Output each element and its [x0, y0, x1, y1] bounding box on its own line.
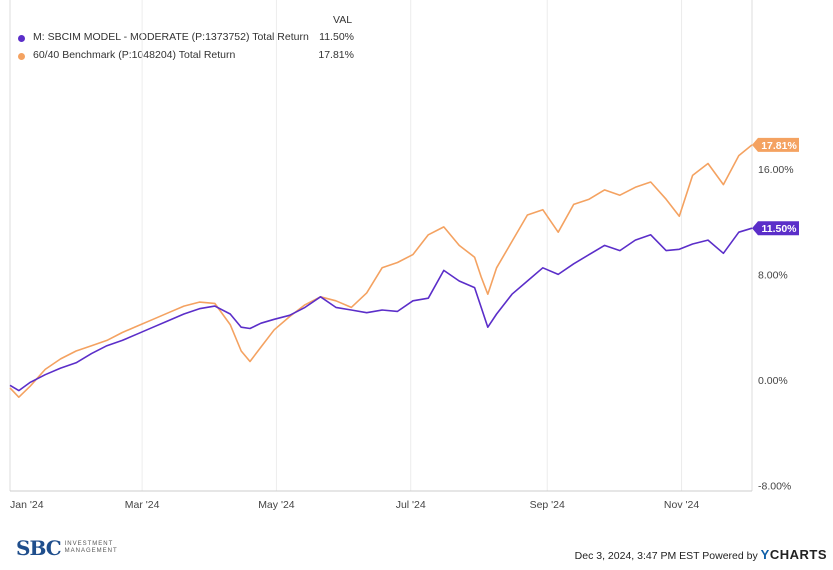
legend-item-value: 11.50% [319, 31, 354, 43]
x-tick-label: Mar '24 [125, 499, 160, 511]
x-tick-label: Sep '24 [530, 499, 565, 511]
legend-item-value: 17.81% [318, 49, 354, 61]
end-value-label: 11.50% [761, 223, 797, 235]
legend-item-model[interactable]: M: SBCIM MODEL - MODERATE (P:1373752) To… [18, 31, 378, 47]
x-tick-label: Nov '24 [664, 499, 699, 511]
legend-item-name: 60/40 Benchmark (P:1048204) Total Return [33, 49, 236, 61]
end-value-tag [752, 221, 799, 236]
footer-credit: Dec 3, 2024, 3:47 PM EST Powered by YCHA… [575, 547, 827, 562]
x-tick-label: Jan '24 [10, 499, 44, 511]
logo-text-line-2: MANAGEMENT [64, 548, 118, 554]
y-tick-label: 16.00% [758, 164, 794, 176]
ycharts-logo-rest: CHARTS [769, 547, 827, 562]
y-tick-label: -8.00% [758, 481, 791, 493]
footer-timestamp: Dec 3, 2024, 3:47 PM EST Powered by [574, 550, 758, 562]
ycharts-logo-y: Y [760, 547, 770, 562]
legend-dot-icon [18, 35, 25, 42]
logo-mark-b: C [45, 536, 62, 560]
sbc-logo: SBC INVESTMENT MANAGEMENT [16, 536, 118, 560]
ycharts-logo[interactable]: YCHARTS [761, 547, 827, 562]
logo-text-line-1: INVESTMENT [64, 541, 114, 547]
logo-text: INVESTMENT MANAGEMENT [65, 541, 118, 555]
x-tick-label: May '24 [258, 499, 295, 511]
y-tick-label: 0.00% [758, 375, 788, 387]
line-chart: Jan '24 Mar '24 May '24 Jul '24 Sep '24 Nov '… [9, 0, 799, 511]
logo-mark-a: SB [16, 536, 47, 560]
logo-mark: SBC [16, 536, 62, 560]
y-tick-label: 8.00% [758, 269, 788, 281]
end-value-label: 17.81% [761, 140, 797, 152]
series-line-0 [9, 227, 753, 392]
legend-item-name: M: SBCIM MODEL - MODERATE (P:1373752) To… [33, 31, 309, 43]
legend-dot-icon [18, 53, 25, 60]
end-value-tag [752, 137, 799, 152]
series-line-1 [9, 144, 753, 399]
legend-item-benchmark[interactable]: 60/40 Benchmark (P:1048204) Total Return… [18, 49, 378, 65]
x-tick-label: Jul '24 [396, 499, 426, 511]
legend-value-header: VAL [333, 14, 353, 26]
